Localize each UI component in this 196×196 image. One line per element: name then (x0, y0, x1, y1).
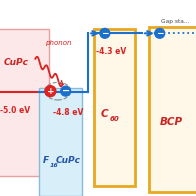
Bar (0, 29, 49, 176)
Text: +: + (47, 87, 54, 96)
Circle shape (45, 86, 56, 97)
Text: 16: 16 (50, 163, 59, 168)
Bar (94, 29, 135, 186)
Text: −: − (156, 29, 163, 38)
Text: −: − (101, 29, 109, 38)
Bar (39, 88, 82, 196)
Text: CuPc: CuPc (56, 156, 81, 165)
Text: C: C (101, 109, 109, 119)
Text: -4.8 eV: -4.8 eV (53, 108, 83, 117)
Text: phonon: phonon (44, 40, 71, 46)
Text: BCP: BCP (160, 116, 183, 127)
Circle shape (100, 28, 110, 38)
Bar (149, 27, 196, 192)
Text: -4.3 eV: -4.3 eV (96, 47, 126, 56)
Text: 60: 60 (109, 116, 119, 122)
Text: F: F (43, 156, 49, 165)
Text: −: − (62, 86, 70, 96)
Text: -5.0 eV: -5.0 eV (0, 106, 30, 115)
Circle shape (61, 86, 71, 96)
Text: Gap sta...: Gap sta... (161, 18, 189, 24)
Circle shape (155, 28, 165, 38)
Text: CuPc: CuPc (4, 58, 29, 67)
